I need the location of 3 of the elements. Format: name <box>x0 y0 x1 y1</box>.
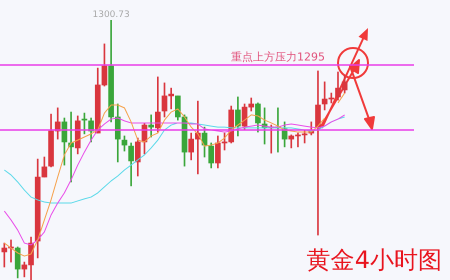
annotation: 1300.73 <box>92 10 130 20</box>
text: 黄金4小时图 <box>306 245 442 276</box>
ref-line-label: 重点上方压力1295 <box>231 50 325 64</box>
